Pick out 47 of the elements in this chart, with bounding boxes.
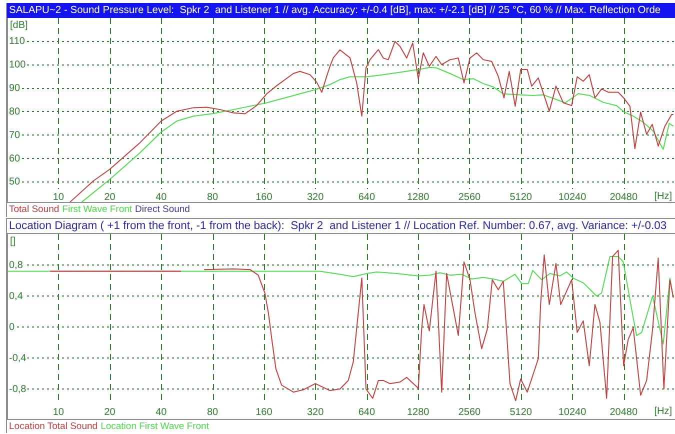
chart-title: Location Diagram ( +1 from the front, -1 from the back): Spkr 2 and Listener 1 // Location Ref. Number: 0.67, avg. Variance: +/-0.03 xyxy=(9,220,667,232)
y-tick-label: 50 xyxy=(9,176,21,188)
x-tick-label: 10 xyxy=(52,406,64,418)
y-tick-label: 80 xyxy=(9,106,21,118)
y-axis-title: [] xyxy=(10,236,16,247)
y-tick-label: 70 xyxy=(9,130,21,141)
series-label: Total Sound xyxy=(9,204,60,215)
x-tick-label: 20480 xyxy=(610,406,638,418)
y-tick-label: 100 xyxy=(9,60,26,71)
x-tick-label: 160 xyxy=(256,406,273,418)
x-tick-label: 20 xyxy=(104,192,116,203)
y-tick-label: 90 xyxy=(9,83,21,94)
x-tick-label: 320 xyxy=(306,192,324,203)
y-tick-label: -0,4 xyxy=(9,352,27,364)
x-tick-label: 5120 xyxy=(510,406,532,418)
y-axis-title: [dB] xyxy=(10,20,28,31)
text: Location First Wave Front xyxy=(100,421,209,432)
x-tick-label: 80 xyxy=(206,406,219,418)
y-tick-label: 0,8 xyxy=(9,260,24,271)
x-tick-label: 40 xyxy=(156,406,168,418)
x-tick-label: 40 xyxy=(156,192,168,203)
x-tick-label: 1280 xyxy=(406,406,430,418)
y-tick-label: 0,4 xyxy=(9,290,24,302)
y-tick-label: -0,8 xyxy=(9,384,27,395)
series-label: First Wave Front xyxy=(62,204,132,215)
chart-title: SALAPU~2 - Sound Pressure Level: Spkr 2 and Listener 1 // avg. Accuracy: +/-0.4 [dB], max: +/-2.1 [dB] // 25 °C, 60 % // Max. Reflection Orde xyxy=(9,5,661,16)
x-tick-label: 10 xyxy=(52,192,64,203)
x-tick-label: 640 xyxy=(358,406,376,418)
x-tick-label: 160 xyxy=(256,192,273,203)
x-tick-label: 10240 xyxy=(558,192,587,203)
x-tick-label: 5120 xyxy=(510,192,532,203)
x-axis-title: [Hz] xyxy=(654,406,672,417)
legend-label: Direct Sound xyxy=(135,204,190,215)
x-tick-label: 10240 xyxy=(558,406,587,418)
y-tick-label: 110 xyxy=(9,36,26,48)
x-tick-label: 20 xyxy=(104,406,116,418)
x-tick-label: 20480 xyxy=(610,192,638,203)
x-tick-label: 80 xyxy=(206,192,219,203)
x-tick-label: 1280 xyxy=(406,192,430,203)
x-tick-label: 640 xyxy=(358,192,376,203)
text: Location Total Sound xyxy=(9,421,98,432)
y-tick-label: 0 xyxy=(9,322,15,333)
x-axis-title: [Hz] xyxy=(654,190,672,202)
x-tick-label: 320 xyxy=(306,406,324,418)
y-tick-label: 60 xyxy=(9,153,21,164)
x-tick-label: 2560 xyxy=(458,406,482,418)
x-tick-label: 2560 xyxy=(458,192,482,203)
